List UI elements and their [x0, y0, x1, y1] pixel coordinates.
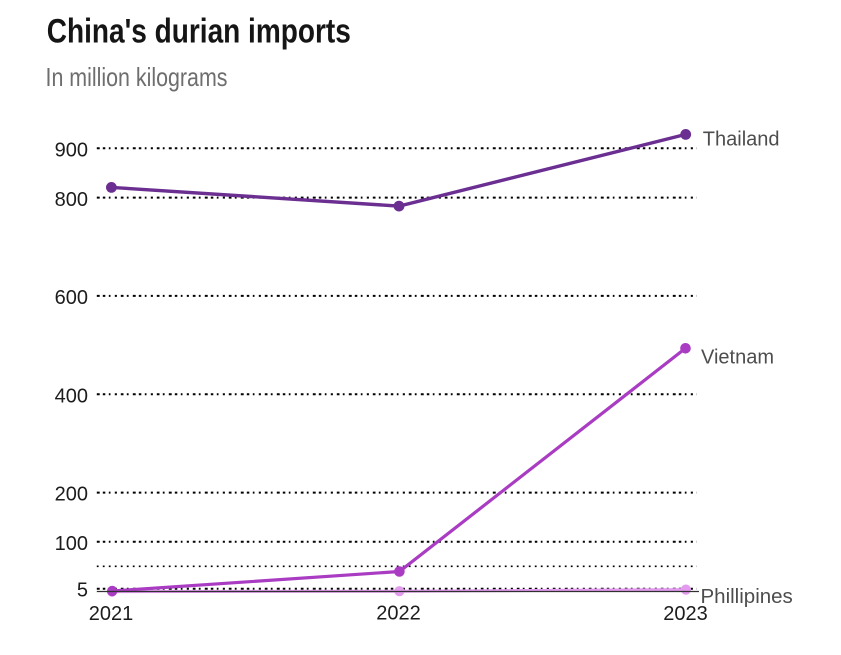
- svg-text:5: 5: [77, 580, 88, 602]
- svg-text:100: 100: [55, 533, 88, 555]
- svg-text:Phillipines: Phillipines: [701, 585, 793, 608]
- svg-text:200: 200: [55, 484, 88, 506]
- svg-text:2021: 2021: [89, 603, 134, 625]
- svg-text:900: 900: [55, 139, 88, 161]
- svg-text:600: 600: [55, 287, 88, 309]
- svg-text:Thailand: Thailand: [703, 129, 780, 151]
- svg-text:400: 400: [55, 385, 88, 407]
- svg-text:Vietnam: Vietnam: [701, 347, 774, 369]
- svg-text:2023: 2023: [663, 603, 708, 625]
- svg-text:China's durian imports: China's durian imports: [47, 12, 351, 50]
- svg-text:800: 800: [55, 189, 88, 211]
- svg-text:2022: 2022: [376, 603, 421, 625]
- svg-text:In million kilograms: In million kilograms: [46, 62, 228, 92]
